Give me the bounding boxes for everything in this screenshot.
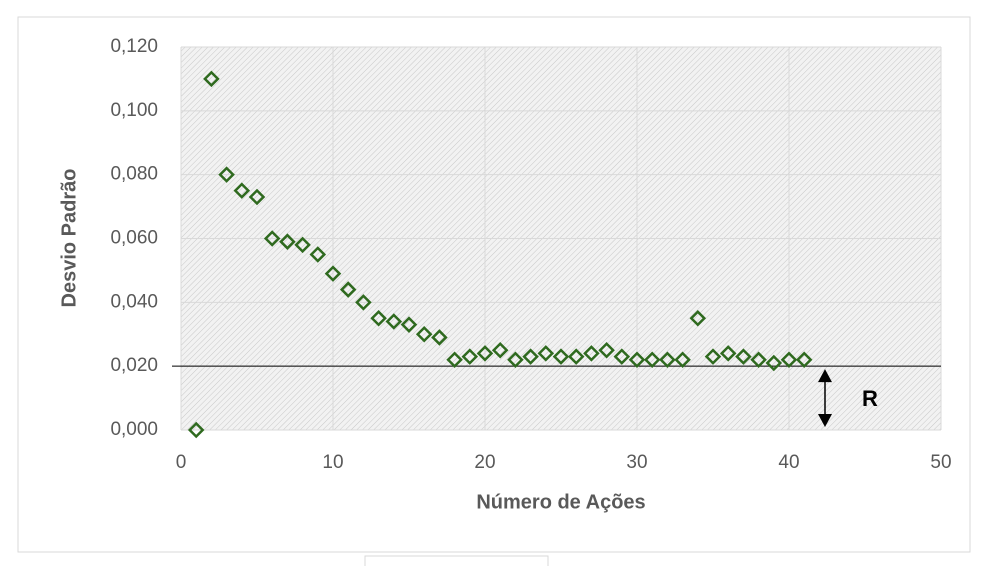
scatter-point	[552, 348, 570, 365]
scatter-point	[491, 341, 509, 359]
scatter-point	[431, 329, 448, 346]
scatter-point	[187, 421, 205, 439]
scatter-point	[674, 351, 691, 369]
y-tick-label: 0,000	[110, 419, 158, 440]
scatter-point	[233, 182, 251, 199]
scatter-point	[279, 233, 296, 250]
scatter-point	[355, 294, 372, 311]
scatter-point	[598, 341, 615, 359]
scatter-point	[522, 348, 539, 365]
x-tick-label: 20	[474, 452, 495, 473]
x-tick-label: 10	[322, 452, 343, 473]
y-tick-label: 0,080	[110, 164, 158, 185]
scatter-point	[415, 325, 433, 343]
scatter-point	[263, 230, 281, 247]
y-tick-label: 0,020	[110, 355, 158, 376]
y-tick-label: 0,120	[110, 36, 158, 57]
scatter-point	[248, 188, 266, 206]
scatter-point	[780, 351, 798, 369]
scatter-point	[765, 354, 783, 372]
scatter-point	[507, 351, 524, 369]
cropped-box	[364, 555, 549, 566]
scatter-point	[795, 351, 813, 369]
scatter-point	[537, 345, 555, 362]
scatter-point	[750, 351, 767, 369]
scatter-point	[339, 281, 357, 298]
scatter-point	[309, 246, 327, 263]
arrow-head	[818, 369, 832, 383]
scatter-point	[476, 345, 494, 362]
scatter-point	[567, 348, 585, 365]
y-tick-label: 0,100	[110, 100, 158, 121]
scatter-point	[203, 70, 220, 88]
scatter-point	[628, 351, 646, 369]
scatter-point	[704, 348, 722, 365]
scatter-point	[659, 351, 676, 369]
x-tick-label: 50	[930, 452, 951, 473]
scatter-point	[218, 166, 235, 183]
scatter-point	[446, 351, 463, 369]
y-tick-label: 0,060	[110, 228, 158, 249]
x-axis-title: Número de Ações	[476, 491, 645, 513]
scatter-point	[719, 345, 737, 362]
scatter-point	[324, 265, 342, 282]
scatter-point	[583, 345, 600, 362]
scatter-point	[735, 348, 752, 365]
scatter-point	[370, 310, 387, 327]
x-tick-label: 40	[778, 452, 799, 473]
x-tick-label: 30	[626, 452, 647, 473]
scatter-point	[689, 310, 707, 327]
scatter-point	[643, 351, 661, 369]
scatter-point	[613, 348, 631, 365]
scatter-point	[385, 313, 403, 330]
y-tick-label: 0,040	[110, 291, 158, 312]
arrow-head	[818, 414, 832, 427]
scatter-point	[461, 348, 479, 365]
scatter-point	[400, 316, 418, 333]
annotation: R	[862, 386, 878, 411]
y-axis-title: Desvio Padrão	[58, 169, 80, 308]
scatter-point	[294, 236, 311, 254]
x-tick-label: 0	[176, 452, 187, 473]
